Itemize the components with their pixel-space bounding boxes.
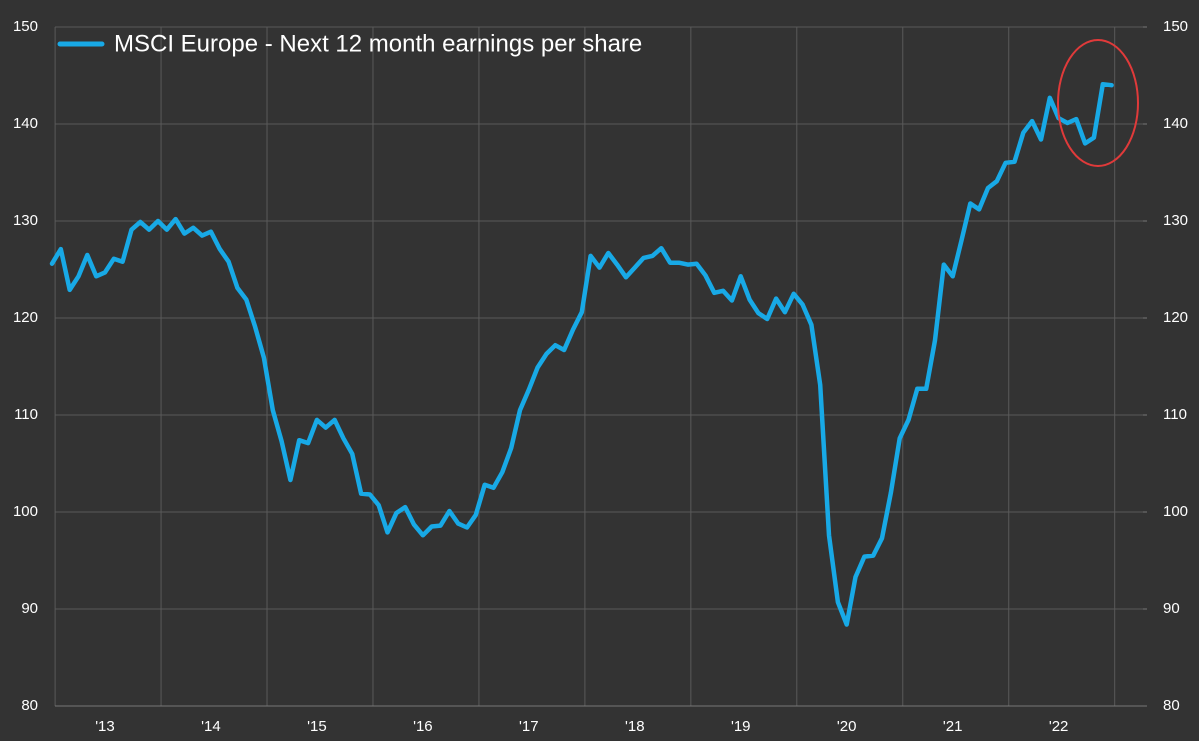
x-tick-label: '14 [201,718,221,735]
y2-tick-label: 80 [1163,697,1180,714]
x-tick-label: '15 [307,718,327,735]
x-tick-label: '18 [625,718,645,735]
y2-tick-label: 100 [1163,503,1188,520]
y-tick-label: 150 [13,18,38,35]
highlight-circle [1057,39,1139,167]
x-tick-label: '17 [519,718,539,735]
y2-tick-label: 130 [1163,212,1188,229]
y-tick-label: 130 [13,212,38,229]
y-tick-label: 100 [13,503,38,520]
y2-tick-label: 120 [1163,309,1188,326]
x-tick-label: '16 [413,718,433,735]
x-tick-label: '13 [95,718,115,735]
y2-tick-label: 110 [1163,406,1187,423]
plot [49,81,1114,627]
y2-tick-label: 150 [1163,18,1188,35]
y2-tick-label: 90 [1163,600,1180,617]
y-tick-label: 90 [21,600,38,617]
legend-label: MSCI Europe - Next 12 month earnings per… [114,30,642,57]
y-tick-label: 110 [14,406,38,423]
x-tick-label: '21 [943,718,963,735]
y-tick-label: 120 [13,309,38,326]
data-line [49,81,1114,627]
grid [54,26,1143,707]
x-tick-label: '20 [837,718,857,735]
y-tick-label: 140 [13,115,38,132]
y-tick-label: 80 [21,697,38,714]
x-tick-label: '19 [731,718,751,735]
y2-tick-label: 140 [1163,115,1188,132]
x-tick-label: '22 [1049,718,1069,735]
